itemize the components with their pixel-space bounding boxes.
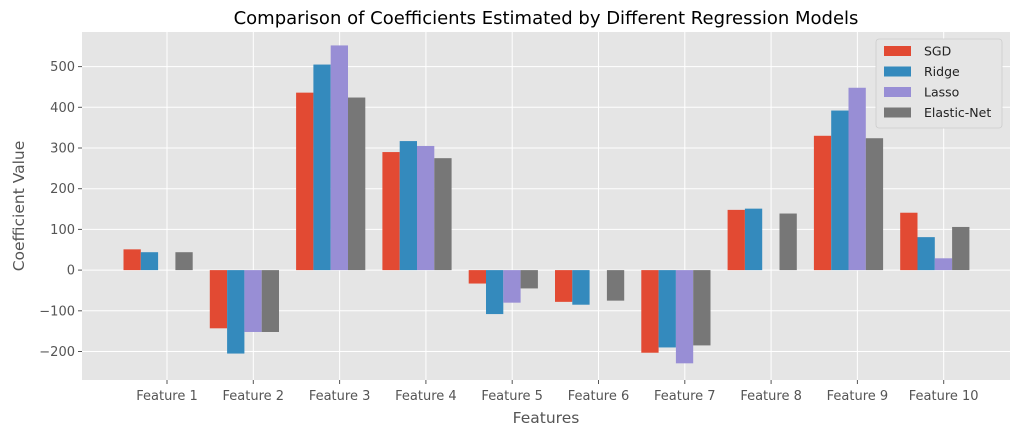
bar-sgd-3 (296, 92, 314, 271)
bar-ridge-5 (486, 270, 504, 315)
bar-ridge-4 (399, 141, 417, 271)
x-tick-label: Feature 6 (568, 389, 630, 404)
bar-elastic-net-7 (693, 270, 711, 346)
y-axis-ticks: −200 −100 0 100 200 300 400 500 (39, 60, 82, 360)
bar-ridge-7 (658, 270, 676, 348)
y-axis-label: Coefficient Value (10, 141, 28, 272)
bar-ridge-9 (831, 110, 849, 271)
y-tick-label: 0 (67, 264, 75, 279)
x-tick-label: Feature 5 (481, 389, 543, 404)
bar-elastic-net-2 (261, 270, 279, 332)
bar-sgd-1 (123, 249, 141, 271)
x-tick-label: Feature 8 (740, 389, 802, 404)
x-tick-label: Feature 2 (223, 389, 285, 404)
bar-elastic-net-4 (434, 158, 452, 271)
bar-sgd-7 (641, 270, 659, 353)
bar-elastic-net-3 (348, 97, 366, 271)
legend-swatch (884, 46, 911, 56)
bar-ridge-2 (227, 270, 245, 354)
y-tick-label: −100 (39, 304, 75, 319)
x-tick-label: Feature 10 (909, 389, 979, 404)
x-axis-ticks: Feature 1 Feature 2 Feature 3 Feature 4 Feat… (136, 380, 979, 404)
legend-label: SGD (924, 44, 951, 59)
y-tick-label: 300 (50, 142, 75, 157)
bar-sgd-5 (468, 270, 486, 284)
bar-sgd-2 (209, 270, 228, 329)
bar-lasso-9 (848, 87, 866, 271)
legend-swatch (884, 107, 911, 118)
bar-elastic-net-1 (175, 252, 193, 271)
bar-lasso-7 (675, 270, 694, 364)
legend-box (875, 38, 1003, 129)
bar-elastic-net-6 (606, 270, 625, 301)
x-tick-label: Feature 3 (309, 389, 371, 404)
bar-sgd-8 (727, 209, 745, 271)
bar-sgd-6 (555, 270, 573, 302)
y-tick-label: 100 (50, 223, 75, 238)
bar-ridge-3 (313, 64, 331, 271)
bar-elastic-net-5 (520, 270, 538, 289)
bar-lasso-5 (503, 270, 521, 303)
bar-ridge-6 (572, 270, 590, 305)
y-tick-label: −200 (39, 345, 75, 360)
bar-lasso-10 (934, 258, 953, 271)
y-tick-label: 400 (50, 101, 75, 116)
legend-swatch (884, 87, 911, 97)
bar-lasso-4 (417, 145, 435, 271)
x-tick-label: Feature 9 (827, 389, 889, 404)
bar-ridge-10 (917, 237, 935, 271)
bars (123, 45, 970, 364)
bar-sgd-10 (900, 212, 918, 271)
bar-ridge-8 (744, 208, 763, 271)
x-axis-label: Features (513, 409, 580, 427)
y-tick-label: 500 (50, 60, 75, 75)
x-tick-label: Feature 7 (654, 389, 716, 404)
x-tick-label: Feature 1 (136, 389, 198, 404)
legend-swatch (884, 66, 911, 77)
y-tick-label: 200 (50, 182, 75, 197)
bar-elastic-net-9 (865, 138, 884, 271)
x-tick-label: Feature 4 (395, 389, 457, 404)
legend-label: Ridge (924, 64, 960, 79)
legend: SGD Ridge Lasso Elastic-Net (875, 38, 1003, 129)
bar-ridge-1 (140, 252, 159, 271)
legend-label: Elastic-Net (924, 105, 991, 120)
bar-sgd-4 (382, 152, 400, 271)
bar-lasso-3 (330, 45, 348, 271)
bar-elastic-net-8 (779, 213, 797, 271)
bar-sgd-9 (813, 135, 832, 271)
chart-title: Comparison of Coefficients Estimated by … (234, 8, 859, 29)
bar-elastic-net-10 (952, 226, 970, 271)
legend-label: Lasso (924, 85, 959, 100)
bar-lasso-2 (244, 270, 262, 332)
